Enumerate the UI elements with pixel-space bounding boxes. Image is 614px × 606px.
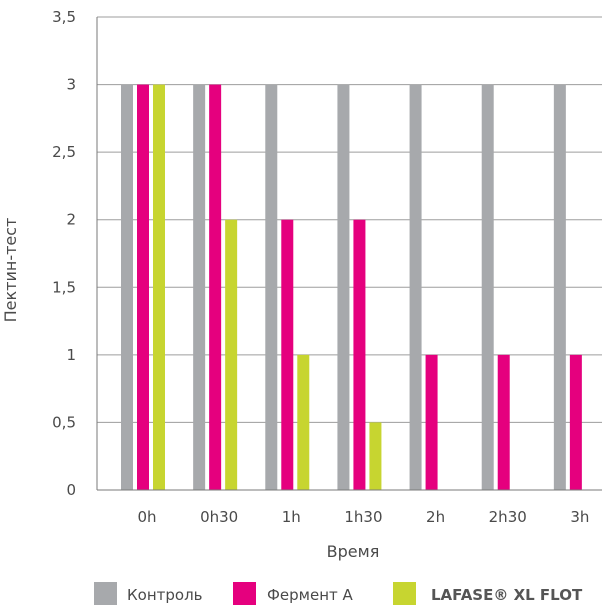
bar-control-2h30 xyxy=(481,84,494,491)
bar-enzyme-a-0h xyxy=(137,84,149,491)
y-tick-labels: 0 0,5 1 1,5 2 2,5 3 3,5 xyxy=(52,8,76,499)
bar-control-3h xyxy=(553,84,566,491)
y-tick-label: 2 xyxy=(66,211,76,229)
bar-control-0h xyxy=(121,84,133,491)
bar-control-1h xyxy=(265,84,278,491)
bar-enzyme-a-0h30 xyxy=(209,84,222,491)
x-tick-labels: 0h 0h30 1h 1h30 2h 2h30 3h xyxy=(137,508,589,526)
y-tick-label: 3,5 xyxy=(52,8,76,26)
bar-lafase-0h30 xyxy=(225,219,238,490)
x-tick-label: 0h xyxy=(137,508,156,526)
legend: Контроль Фермент A LAFASE® XL FLOT xyxy=(94,582,583,605)
x-tick-label: 1h30 xyxy=(344,508,382,526)
legend-swatch-control xyxy=(94,582,117,605)
x-tick-label: 2h xyxy=(426,508,445,526)
x-tick-label: 0h30 xyxy=(200,508,238,526)
bar-control-2h xyxy=(409,84,422,491)
bar-enzyme-a-1h xyxy=(281,219,294,490)
y-tick-label: 1 xyxy=(66,346,76,364)
y-tick-label: 3 xyxy=(66,76,76,94)
axes xyxy=(96,17,602,491)
x-tick-label: 3h xyxy=(570,508,589,526)
bar-lafase-0h xyxy=(153,84,165,491)
y-tick-label: 2,5 xyxy=(52,143,76,161)
legend-swatch-lafase xyxy=(393,582,416,605)
x-tick-label: 1h xyxy=(282,508,301,526)
gridlines xyxy=(97,16,602,423)
x-axis-title: Время xyxy=(327,542,380,561)
y-tick-label: 1,5 xyxy=(52,278,76,296)
legend-label-enzyme-a: Фермент A xyxy=(267,586,354,604)
bar-control-1h30 xyxy=(337,84,350,491)
x-tick-label: 2h30 xyxy=(489,508,527,526)
legend-label-control: Контроль xyxy=(127,586,203,604)
bar-enzyme-a-3h xyxy=(569,354,582,490)
legend-label-lafase: LAFASE® XL FLOT xyxy=(431,586,583,604)
legend-swatch-enzyme-a xyxy=(233,582,256,605)
bar-enzyme-a-1h30 xyxy=(353,219,366,490)
bar-enzyme-a-2h xyxy=(425,354,438,490)
y-axis-title: Пектин-тест xyxy=(1,218,20,323)
y-tick-label: 0,5 xyxy=(52,413,76,431)
bar-lafase-1h30 xyxy=(369,422,382,490)
bar-control-0h30 xyxy=(193,84,206,491)
bar-enzyme-a-2h30 xyxy=(497,354,510,490)
bar-lafase-1h xyxy=(297,354,310,490)
y-tick-label: 0 xyxy=(66,481,76,499)
bars xyxy=(121,84,582,491)
